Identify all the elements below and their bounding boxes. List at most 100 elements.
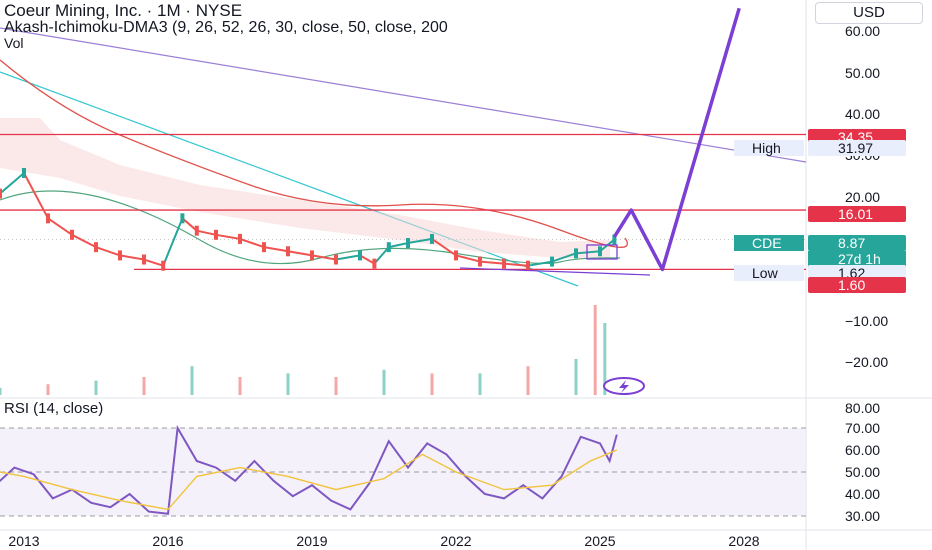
rsi-band-fill — [0, 428, 806, 516]
tag-label-text: High — [752, 140, 781, 156]
volume-bar — [0, 387, 2, 395]
price-candle — [214, 229, 218, 240]
price-candle — [180, 213, 185, 224]
support-trendline — [459, 267, 651, 276]
price-segment — [575, 250, 601, 255]
volume-bar — [94, 380, 98, 395]
price-axis-tick: 50.00 — [845, 65, 880, 81]
price-candle — [334, 254, 338, 265]
price-tag-value: 1.60 — [838, 277, 865, 293]
tag-label-bg — [734, 265, 804, 281]
volume-bar — [574, 359, 578, 395]
price-segment — [215, 233, 241, 240]
price-segment — [373, 246, 390, 265]
price-candle — [118, 250, 122, 261]
lightning-icon-glyph — [619, 380, 629, 393]
price-segment — [162, 217, 184, 267]
indicator-legend: Akash-Ichimoku-DMA3 (9, 26, 52, 26, 30, … — [4, 19, 448, 36]
price-candle — [612, 234, 617, 245]
price-candle — [358, 250, 362, 261]
volume-bar — [603, 323, 607, 395]
price-segment — [311, 254, 337, 261]
price-tag-sub-bg — [808, 251, 906, 267]
rsi-axis-tick: 40.00 — [845, 486, 880, 502]
time-axis-tick: 2028 — [728, 533, 759, 549]
price-segment — [143, 258, 164, 267]
time-axis-tick: 2013 — [8, 533, 39, 549]
price-segment — [359, 254, 375, 265]
price-candle — [286, 246, 290, 257]
rsi-ma-line — [0, 449, 618, 511]
long-downtrend-line — [0, 27, 807, 163]
symbol-title: Coeur Mining, Inc. · 1M · NYSE — [4, 1, 243, 20]
rsi-axis-tick: 50.00 — [845, 464, 880, 480]
time-axis-tick: 2022 — [440, 533, 471, 549]
price-candle — [598, 246, 602, 257]
price-candle — [478, 256, 482, 267]
projection-path — [612, 7, 741, 272]
price-candle — [550, 256, 554, 267]
price-axis-tick: −10.00 — [845, 313, 888, 329]
volume-bar — [593, 305, 597, 395]
price-candle — [262, 242, 266, 253]
price-candle — [574, 248, 578, 259]
tag-label-text: CDE — [752, 235, 782, 251]
price-segment — [47, 217, 73, 236]
volume-bar — [190, 366, 194, 395]
price-candle — [430, 233, 434, 244]
price-candle — [46, 213, 50, 224]
price-candle — [310, 250, 314, 261]
rsi-axis-tick: 80.00 — [845, 400, 880, 416]
price-tag-value: 16.01 — [838, 206, 873, 222]
tag-label-bg — [734, 235, 804, 251]
price-candle — [386, 242, 391, 253]
price-segment — [431, 238, 457, 257]
currency-selector-button[interactable]: USD — [815, 2, 923, 24]
volume-bar — [238, 377, 242, 395]
time-axis-tick: 2019 — [296, 533, 327, 549]
price-segment — [287, 250, 313, 257]
price-segment — [263, 246, 289, 253]
long-ema-line — [0, 59, 628, 248]
price-candle — [502, 258, 506, 269]
price-segment — [388, 242, 409, 249]
price-segment — [551, 252, 577, 263]
lightning-icon — [603, 377, 645, 395]
rsi-axis-tick: 60.00 — [845, 442, 880, 458]
price-candle — [194, 225, 199, 236]
price-segment — [239, 237, 265, 249]
price-segment — [119, 254, 145, 261]
price-candle — [526, 260, 530, 271]
price-candle — [454, 250, 458, 261]
price-segment — [196, 229, 217, 236]
price-candle — [406, 238, 410, 249]
price-segment — [23, 172, 49, 219]
price-candle — [161, 260, 166, 271]
volume-bar — [142, 377, 146, 395]
price-candle — [70, 229, 74, 240]
price-segment — [479, 260, 505, 265]
ichimoku-cloud — [0, 118, 610, 258]
time-axis-tick: 2025 — [584, 533, 615, 549]
price-segment — [335, 254, 361, 261]
price-axis-tick: −20.00 — [845, 354, 888, 370]
price-tag-value: 8.87 — [838, 235, 865, 251]
price-candle — [142, 254, 146, 265]
price-segment — [0, 172, 25, 195]
price-axis-tick: 60.00 — [845, 23, 880, 39]
rsi-axis-tick: 30.00 — [845, 508, 880, 524]
price-tag-bg — [808, 235, 906, 251]
price-tag-bg — [808, 206, 906, 222]
price-candle — [22, 168, 26, 178]
price-segment — [95, 246, 121, 257]
price-segment — [503, 262, 529, 267]
price-candle — [0, 188, 2, 199]
price-segment — [455, 254, 481, 263]
price-segment — [181, 217, 198, 232]
tag-label-bg — [734, 140, 804, 156]
price-candle — [94, 242, 98, 253]
price-tag-bg — [808, 140, 906, 156]
volume-bar — [334, 377, 338, 395]
rsi-legend: RSI (14, close) — [4, 400, 104, 417]
